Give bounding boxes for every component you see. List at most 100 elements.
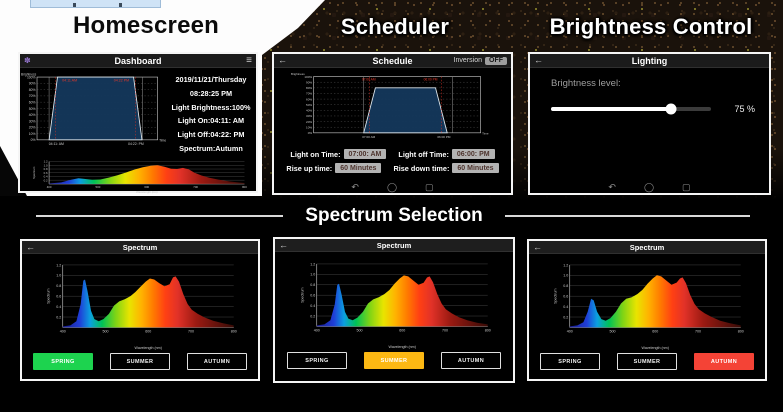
svg-text:0.8: 0.8 [56,284,61,288]
autumn-button[interactable]: AUTUMN [694,353,754,370]
svg-text:07:00 AM: 07:00 AM [362,135,375,139]
svg-text:06:00 PM: 06:00 PM [437,135,451,139]
back-icon[interactable]: ← [279,239,288,250]
svg-text:Spectrum: Spectrum [32,166,36,179]
spectrum-titlebar: ← Spectrum [22,241,258,254]
nav-back-icon[interactable]: ↶ [351,182,359,192]
autumn-button[interactable]: AUTUMN [441,352,501,369]
svg-text:60%: 60% [29,101,36,105]
svg-text:1.0: 1.0 [56,274,61,278]
back-icon[interactable]: ← [533,241,542,252]
svg-text:800: 800 [231,329,237,333]
svg-text:Wavelength (nm): Wavelength (nm) [136,190,158,194]
svg-text:90%: 90% [306,80,312,84]
back-icon[interactable]: ← [26,241,35,252]
svg-text:04:22 PM: 04:22 PM [114,78,129,82]
spectrum-titlebar: ← Spectrum [275,239,513,252]
inversion-toggle[interactable]: OFF [485,56,507,65]
svg-text:700: 700 [442,328,448,332]
rise-up-time-label: Rise up time: [286,163,333,173]
svg-text:500: 500 [609,329,615,333]
svg-text:0.2: 0.2 [310,314,315,318]
svg-text:Wavelength (nm): Wavelength (nm) [389,345,416,349]
summer-button[interactable]: SUMMER [617,353,677,370]
svg-text:800: 800 [738,329,744,333]
svg-text:1.2: 1.2 [44,159,48,163]
back-icon[interactable]: ← [534,55,543,65]
spectrum-title: Spectrum [376,240,412,250]
spring-button[interactable]: SPRING [33,353,93,370]
svg-text:Time: Time [482,131,489,135]
season-buttons: SPRING SUMMER AUTUMN [22,353,258,370]
svg-text:1.0: 1.0 [44,163,48,167]
dashboard-screen: ✽ Dashboard ≡ 100% 90% 80% 70% 60% 50% 40% 30% 2… [18,52,258,194]
nav-home-icon[interactable]: ◯ [643,182,655,192]
spectrum-titlebar: ← Spectrum [529,241,765,254]
spectrum-title: Spectrum [629,242,665,252]
clock-text: 08:28:25 PM [189,88,233,98]
spring-button[interactable]: SPRING [540,353,600,370]
svg-text:1.2: 1.2 [563,263,568,267]
svg-text:0.6: 0.6 [563,295,568,299]
svg-text:400: 400 [314,328,320,332]
inversion-label: Inversion [453,57,482,64]
svg-text:Brightness: Brightness [21,73,37,77]
svg-text:700: 700 [193,185,198,189]
svg-text:500: 500 [356,328,362,332]
svg-text:400: 400 [60,329,66,333]
svg-text:700: 700 [188,329,194,333]
brightness-slider[interactable] [551,103,711,115]
light-on-time-value[interactable]: 07:00: AM [343,149,387,159]
season-buttons: SPRING SUMMER AUTUMN [275,352,513,369]
svg-text:100%: 100% [27,75,36,79]
spring-button[interactable]: SPRING [287,352,347,369]
brightness-text: Light Brightness:100% [171,102,251,112]
svg-text:0%: 0% [31,138,36,142]
svg-text:600: 600 [145,329,151,333]
svg-text:0.2: 0.2 [56,315,61,319]
nav-recents-icon[interactable]: ▢ [425,182,434,192]
brightness-schedule-chart: 100% 90% 80% 70% 60% 50% 40% 30% 20% 10% 0% 04:11 A… [21,73,166,147]
spectrum-screen-autumn: ← Spectrum 0.2 0.4 0.6 0.8 1.0 1.2 400 500 600 70… [527,239,767,381]
lighting-title: Lighting [631,55,668,66]
svg-text:1.0: 1.0 [563,274,568,278]
nav-home-icon[interactable]: ◯ [386,182,398,192]
svg-text:Wavelength (nm): Wavelength (nm) [642,346,669,350]
heading-brightness-control: Brightness Control [549,14,753,39]
svg-text:100%: 100% [304,75,312,79]
svg-text:70%: 70% [29,94,36,98]
svg-text:0.6: 0.6 [310,294,315,298]
slider-thumb[interactable] [665,103,677,115]
nav-recents-icon[interactable]: ▢ [682,182,691,192]
summer-button[interactable]: SUMMER [364,352,424,369]
svg-text:80%: 80% [306,86,312,90]
slider-fill [551,107,671,111]
nav-back-icon[interactable]: ↶ [608,182,616,192]
back-icon[interactable]: ← [278,55,287,65]
light-off-time-value[interactable]: 06:00: PM [451,149,495,159]
svg-text:0.2: 0.2 [44,178,48,182]
app-logo-icon: ✽ [24,55,31,65]
rise-down-time-value[interactable]: 60 Minutes [452,163,499,173]
season-buttons: SPRING SUMMER AUTUMN [529,353,765,370]
svg-text:90%: 90% [29,82,36,86]
svg-text:800: 800 [485,328,491,332]
svg-text:Brightness: Brightness [291,72,305,76]
summer-button[interactable]: SUMMER [110,353,170,370]
svg-text:Spectrum: Spectrum [301,287,305,302]
date-text: 2019/11/21/Thursday [175,75,247,84]
spectrum-selection-divider: Spectrum Selection [0,203,783,229]
svg-text:Spectrum: Spectrum [554,288,558,303]
rise-up-time-value[interactable]: 60 Minutes [335,163,382,173]
schedule-title: Schedule [372,55,413,66]
menu-icon[interactable]: ≡ [246,54,252,66]
brightness-value: 75 % [734,104,755,114]
spectrum-text: Spectrum:Autumn [179,143,243,153]
svg-text:1.2: 1.2 [310,262,315,266]
svg-text:600: 600 [144,185,149,189]
schedule-chart: 100%90% 80% 70%60% 50% 40%30% 20%10% 0% 07:00 A… [291,72,489,139]
autumn-button[interactable]: AUTUMN [187,353,247,370]
spectrum-screen-summer: ← Spectrum 0.2 0.4 0.6 0.8 1.0 1.2 400 500 600 70… [273,237,515,383]
svg-text:600: 600 [399,328,405,332]
spectrum-screen-spring: ← Spectrum 0.2 0.4 0.6 0.8 1.0 1.2 400 500 600 70… [20,239,260,381]
